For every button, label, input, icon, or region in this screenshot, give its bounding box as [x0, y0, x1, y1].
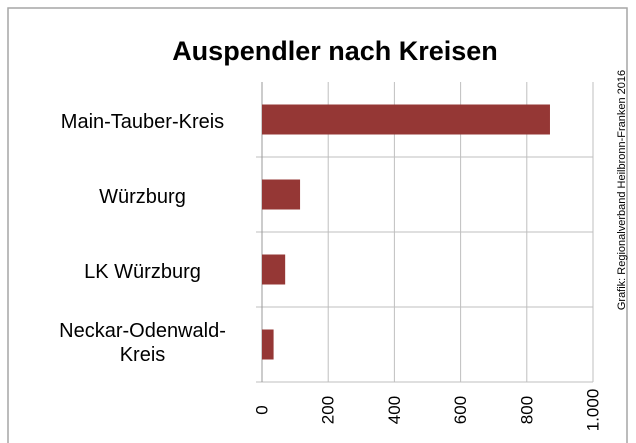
- bar: [262, 179, 301, 210]
- y-tick-label: LK Würzburg: [84, 260, 201, 283]
- bar: [262, 254, 286, 285]
- chart-border: [7, 7, 628, 443]
- y-tick-label: Würzburg: [99, 185, 186, 208]
- y-tick-label: Main-Tauber-Kreis: [60, 110, 225, 133]
- bar: [262, 329, 274, 360]
- x-tick-label: 400: [385, 396, 404, 424]
- x-tick-label: 1.000: [583, 389, 602, 432]
- x-tick-label: 0: [252, 405, 271, 414]
- x-tick-label: 600: [451, 396, 470, 424]
- annotation: Grafik: Regionalverband Heilbronn-Franke…: [616, 70, 628, 310]
- y-tick-label: Neckar-Odenwald-Kreis: [59, 319, 226, 366]
- chart-title: Auspendler nach Kreisen: [172, 36, 498, 66]
- x-tick-label: 800: [517, 396, 536, 424]
- bar: [262, 104, 550, 135]
- x-tick-label: 200: [319, 396, 338, 424]
